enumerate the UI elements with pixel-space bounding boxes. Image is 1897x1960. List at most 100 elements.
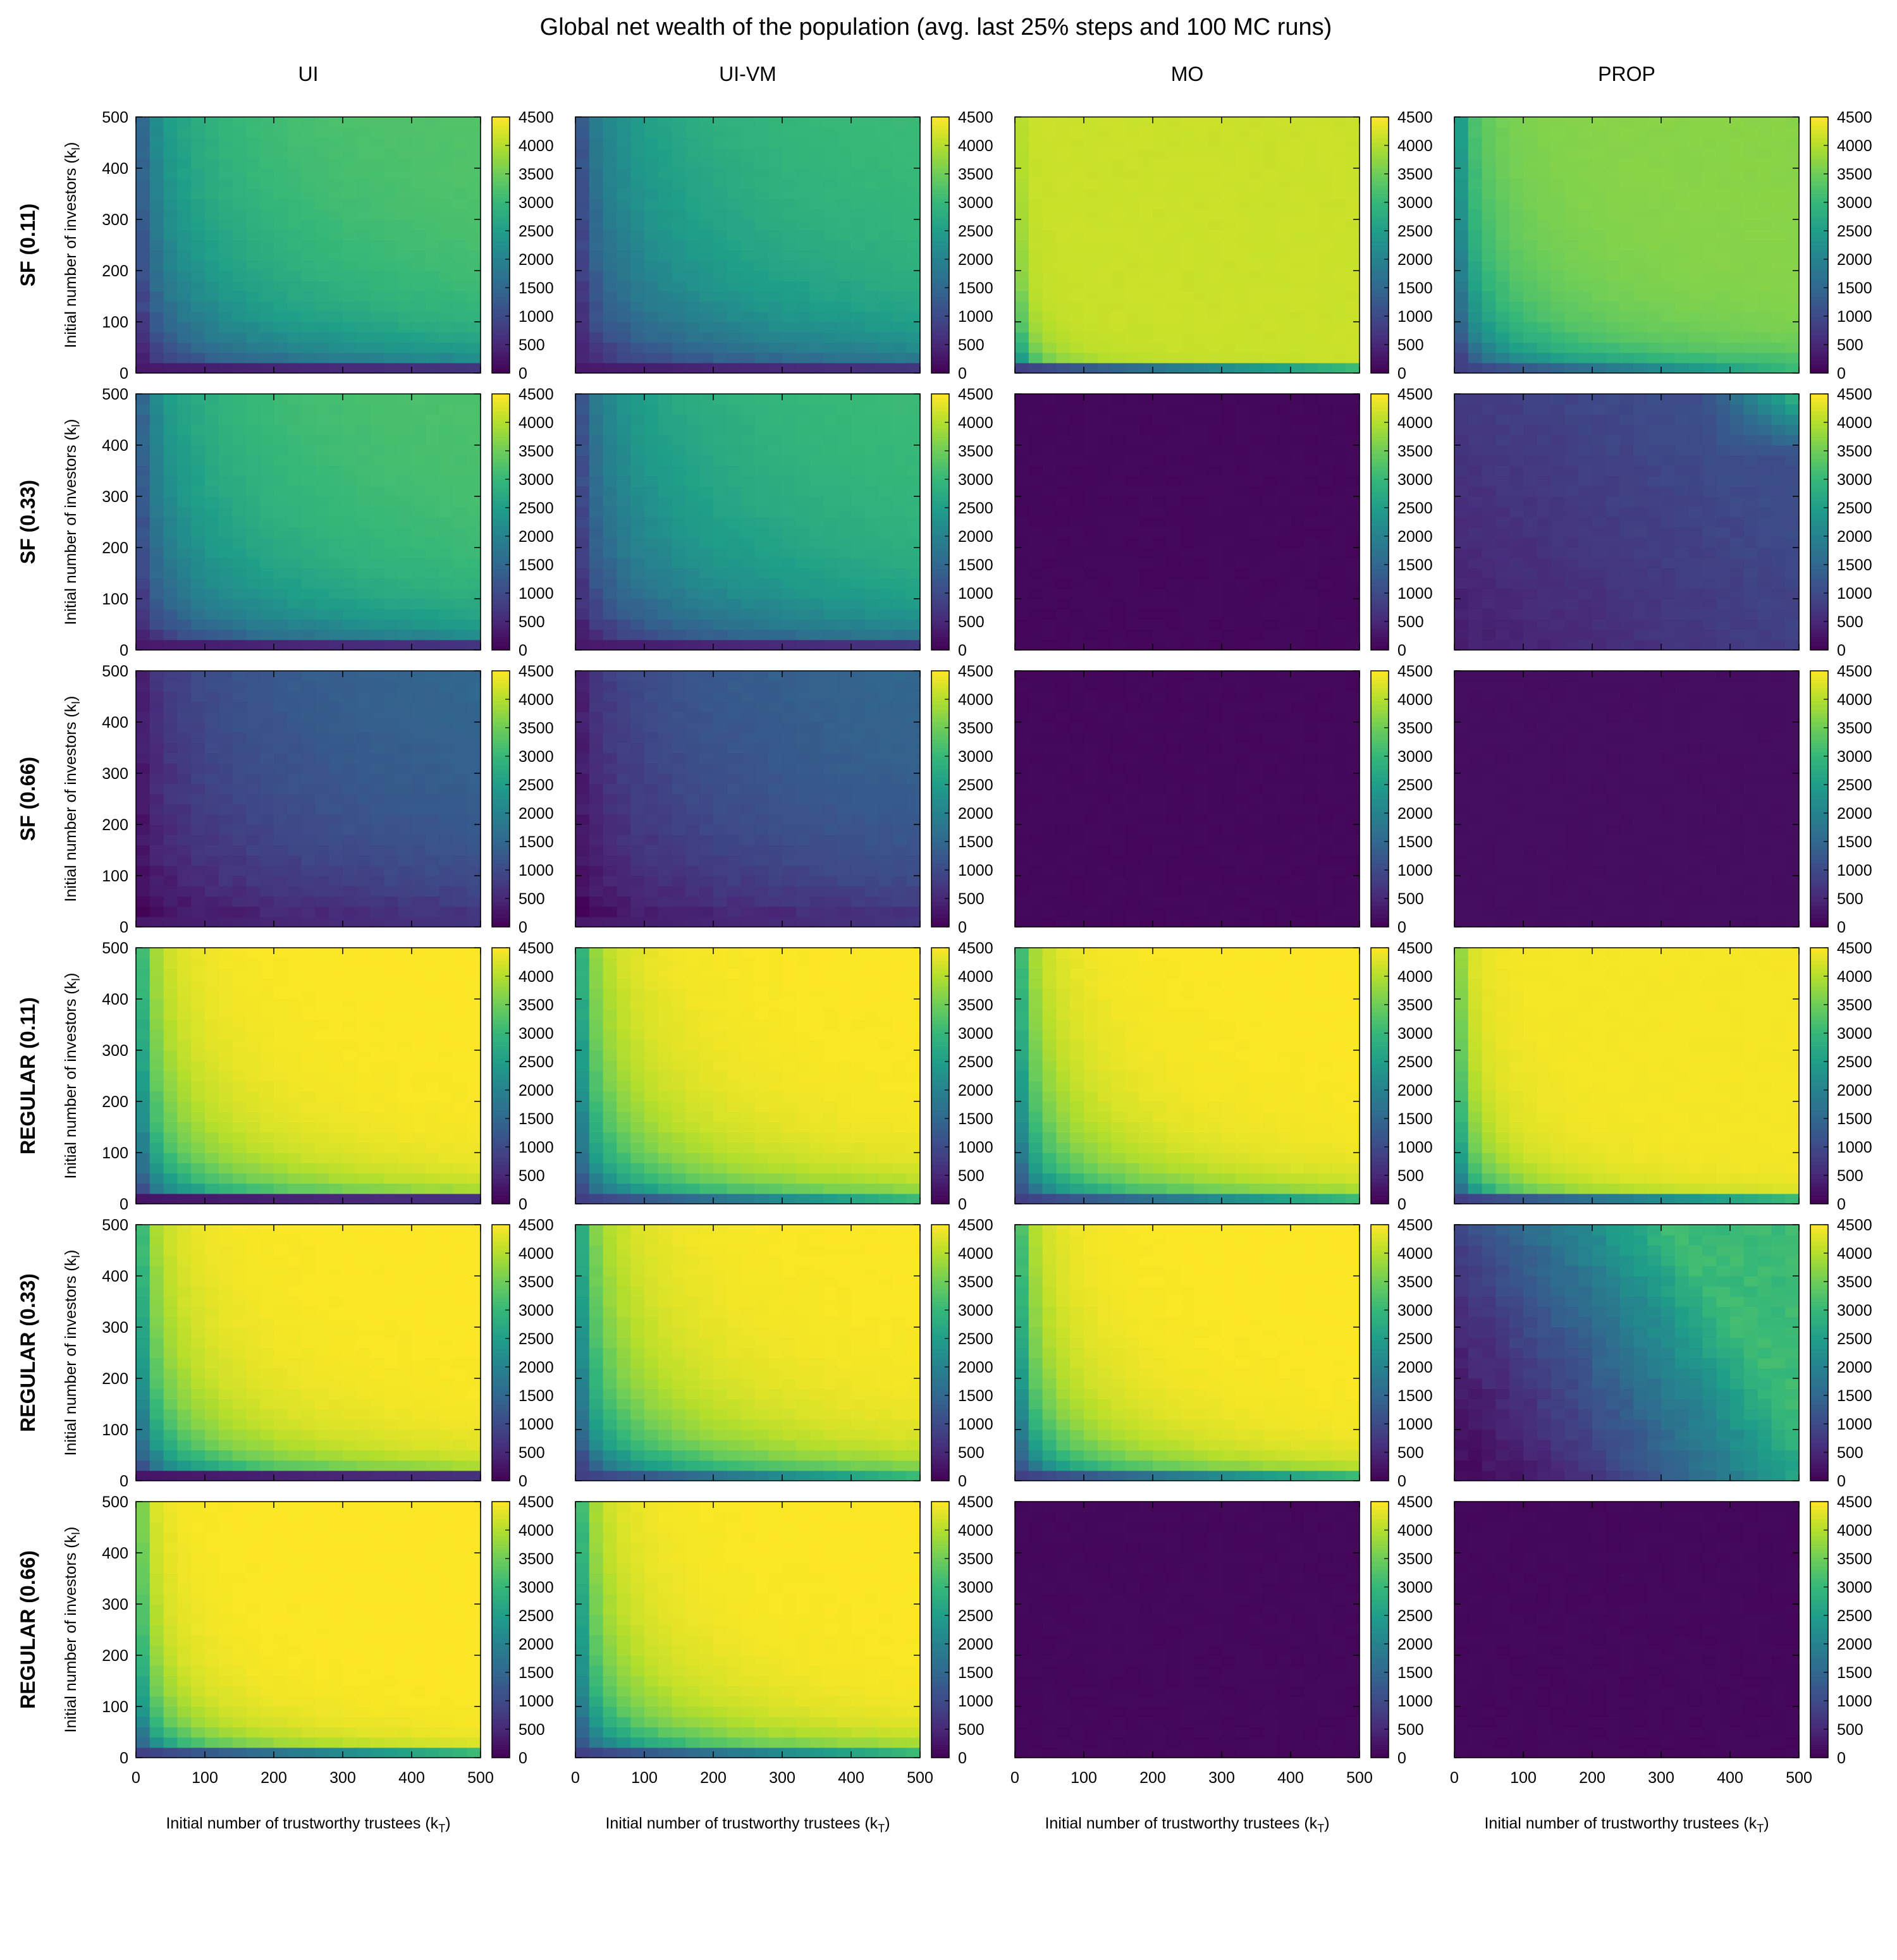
heatmap-cell bbox=[892, 240, 907, 251]
heatmap-cell bbox=[1235, 117, 1250, 128]
heatmap-cell bbox=[218, 230, 233, 240]
heatmap-cell bbox=[1208, 517, 1222, 528]
heatmap-cell bbox=[727, 578, 742, 589]
heatmap-cell bbox=[274, 404, 288, 415]
heatmap-cell bbox=[246, 137, 261, 149]
heatmap-cell bbox=[603, 291, 617, 302]
heatmap-cell bbox=[232, 332, 247, 343]
heatmap-cell bbox=[685, 465, 700, 477]
heatmap-cell bbox=[370, 537, 384, 548]
heatmap-cell bbox=[1785, 291, 1800, 302]
heatmap-cell bbox=[1619, 332, 1634, 343]
heatmap-cell bbox=[782, 578, 797, 589]
heatmap-cell bbox=[1743, 188, 1759, 200]
heatmap-cell bbox=[851, 445, 866, 456]
heatmap-cell bbox=[149, 486, 164, 497]
heatmap-cell bbox=[1291, 629, 1305, 640]
heatmap-cell bbox=[218, 178, 233, 189]
heatmap-cell bbox=[1509, 465, 1524, 477]
heatmap-cell bbox=[246, 157, 261, 169]
heatmap-cell bbox=[1042, 117, 1057, 128]
heatmap-cell bbox=[1702, 291, 1717, 302]
heatmap-cell bbox=[232, 322, 247, 333]
heatmap-cell bbox=[370, 332, 384, 343]
heatmap-cell bbox=[287, 117, 302, 128]
heatmap-cell bbox=[205, 188, 219, 200]
heatmap-cell bbox=[274, 424, 288, 436]
heatmap-cell bbox=[1304, 199, 1319, 210]
heatmap-cell bbox=[329, 455, 343, 466]
heatmap-cell bbox=[1139, 548, 1153, 558]
heatmap-cell bbox=[412, 157, 426, 169]
heatmap-cell bbox=[136, 230, 150, 240]
heatmap-cell bbox=[603, 455, 617, 466]
heatmap-cell bbox=[439, 352, 453, 364]
heatmap-cell bbox=[1097, 342, 1112, 353]
heatmap-cell bbox=[1661, 301, 1676, 312]
heatmap-cell bbox=[1304, 434, 1319, 446]
heatmap-cell bbox=[1771, 609, 1786, 620]
heatmap-cell bbox=[315, 404, 329, 415]
heatmap-cell bbox=[343, 609, 357, 620]
heatmap-cell bbox=[1056, 188, 1071, 200]
heatmap-cell bbox=[1208, 199, 1222, 210]
heatmap-cell bbox=[1605, 147, 1621, 159]
heatmap-cell bbox=[740, 127, 755, 138]
heatmap-cell bbox=[439, 168, 453, 179]
heatmap-cell bbox=[163, 188, 178, 200]
heatmap-cell bbox=[644, 332, 659, 343]
heatmap-cell bbox=[1564, 250, 1579, 261]
heatmap-cell bbox=[1550, 619, 1565, 630]
heatmap-cell bbox=[1785, 599, 1800, 609]
heatmap-cell bbox=[1688, 639, 1703, 651]
heatmap-cell bbox=[1056, 137, 1071, 149]
heatmap-cell bbox=[1730, 548, 1745, 558]
heatmap-cell bbox=[658, 250, 673, 261]
heatmap-cell bbox=[768, 362, 783, 374]
heatmap-cell bbox=[1346, 537, 1360, 548]
heatmap-cell bbox=[205, 127, 219, 138]
heatmap-cell bbox=[1619, 568, 1634, 579]
heatmap-cell bbox=[851, 219, 866, 230]
heatmap-cell bbox=[851, 250, 866, 261]
heatmap-cell bbox=[177, 219, 192, 230]
heatmap-cell bbox=[1537, 394, 1552, 405]
heatmap-cell bbox=[398, 527, 412, 538]
heatmap-cell bbox=[1318, 240, 1332, 251]
heatmap-cell bbox=[1153, 414, 1167, 426]
heatmap-cell bbox=[1482, 147, 1496, 159]
heatmap-cell bbox=[1277, 548, 1291, 558]
heatmap-cell bbox=[1771, 332, 1786, 343]
heatmap-cell bbox=[1605, 558, 1621, 568]
heatmap-cell bbox=[1757, 219, 1772, 230]
heatmap-cell bbox=[1537, 445, 1552, 456]
heatmap-cell bbox=[1028, 271, 1043, 281]
heatmap-cell bbox=[1730, 475, 1745, 487]
heatmap-cell bbox=[260, 332, 274, 343]
heatmap-cell bbox=[699, 527, 714, 538]
heatmap-cell bbox=[892, 445, 907, 456]
heatmap-cell bbox=[1015, 230, 1029, 240]
heatmap-cell bbox=[1070, 629, 1084, 640]
heatmap-cell bbox=[1592, 209, 1607, 220]
heatmap-cell bbox=[1702, 311, 1717, 322]
heatmap-cell bbox=[384, 188, 398, 200]
heatmap-cell bbox=[1153, 639, 1167, 651]
heatmap-cell bbox=[630, 199, 645, 210]
heatmap-cell bbox=[1619, 629, 1634, 640]
heatmap-cell bbox=[1056, 260, 1071, 271]
heatmap-cell bbox=[1482, 599, 1496, 609]
heatmap-cell bbox=[630, 394, 645, 405]
heatmap-cell bbox=[1730, 414, 1745, 426]
heatmap-cell bbox=[315, 465, 329, 477]
heatmap-cell bbox=[1633, 578, 1648, 589]
heatmap-cell bbox=[398, 127, 412, 138]
heatmap-cell bbox=[795, 537, 811, 548]
heatmap-cell bbox=[1028, 578, 1043, 589]
heatmap-cell bbox=[1028, 445, 1043, 456]
heatmap-cell bbox=[823, 230, 838, 240]
heatmap-cell bbox=[658, 639, 673, 651]
heatmap-cell bbox=[795, 147, 811, 159]
heatmap-cell bbox=[1482, 219, 1496, 230]
heatmap-cell bbox=[892, 219, 907, 230]
